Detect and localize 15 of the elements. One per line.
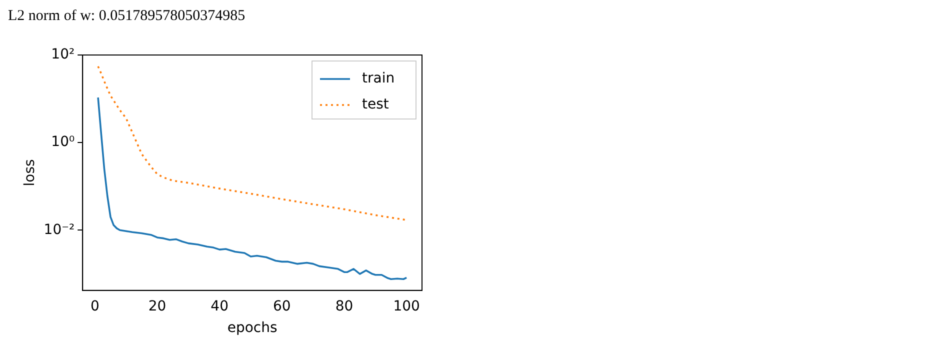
y-tick-label: 10⁰ — [51, 134, 75, 150]
x-tick-label: 40 — [210, 298, 228, 314]
x-axis-title: epochs — [227, 320, 278, 336]
legend-label: train — [362, 70, 395, 87]
x-tick-label: 0 — [90, 298, 100, 314]
y-tick-label: 10² — [51, 46, 75, 63]
x-tick-label: 100 — [393, 298, 420, 314]
x-tick-label: 80 — [335, 298, 354, 314]
y-axis-title: loss — [22, 159, 38, 186]
x-tick-label: 60 — [273, 298, 291, 314]
x-tick-label: 20 — [148, 298, 166, 314]
legend-label: test — [362, 96, 390, 113]
chart-title: L2 norm of w: 0.051789578050374985 — [8, 8, 246, 25]
y-tick-label: 10⁻² — [44, 222, 75, 238]
line-series — [97, 65, 408, 221]
